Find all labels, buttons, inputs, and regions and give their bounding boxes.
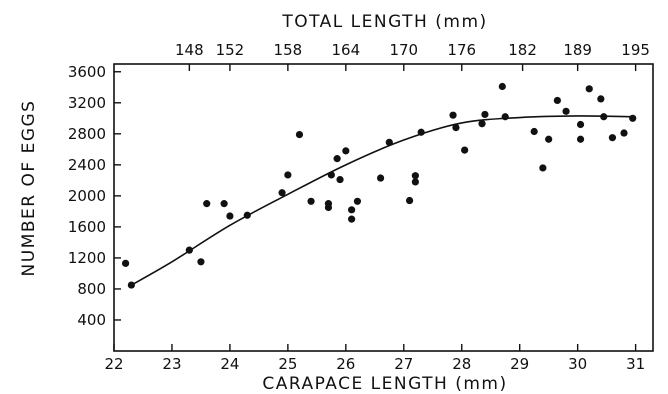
- data-point: [307, 197, 315, 205]
- y-tick-label: 2000: [68, 187, 106, 205]
- top-axis-labels: 148 152 158 164 170 176 182 189 195: [175, 41, 650, 59]
- top-tick-label: 195: [621, 41, 650, 59]
- top-tick-label: 148: [175, 41, 204, 59]
- data-point: [203, 200, 211, 208]
- data-point: [478, 120, 486, 128]
- data-point: [327, 171, 335, 179]
- data-point: [545, 135, 553, 143]
- data-point: [278, 189, 286, 197]
- data-point: [121, 259, 130, 267]
- data-point: [197, 258, 205, 266]
- data-point: [481, 110, 489, 119]
- data-point: [608, 134, 617, 142]
- data-point: [501, 113, 509, 121]
- left-axis-title: NUMBER OF EGGS: [19, 100, 39, 277]
- y-tick-label: 400: [77, 311, 106, 329]
- data-point: [553, 96, 561, 105]
- data-point: [353, 197, 362, 205]
- data-point: [324, 200, 333, 208]
- y-tick-label: 3200: [68, 94, 106, 112]
- data-point: [562, 107, 570, 115]
- top-tick-label: 164: [332, 41, 361, 59]
- data-point: [449, 111, 457, 119]
- data-point: [348, 215, 356, 223]
- data-point: [461, 146, 469, 154]
- y-tick-label: 1200: [68, 249, 106, 267]
- tick-marks: [113, 64, 637, 351]
- data-point: [411, 172, 419, 180]
- x-tick-label: 29: [510, 355, 529, 373]
- y-tick-label: 2800: [68, 125, 106, 143]
- data-point: [226, 212, 234, 220]
- data-point: [585, 85, 593, 93]
- data-point: [620, 129, 628, 137]
- top-axis-title: TOTAL LENGTH (mm): [281, 12, 487, 32]
- data-point: [417, 128, 425, 136]
- top-tick-label: 182: [508, 41, 537, 59]
- data-point: [333, 155, 341, 163]
- data-point: [284, 171, 292, 179]
- y-tick-label: 1600: [68, 218, 106, 236]
- data-point: [576, 135, 585, 143]
- bottom-axis-title: CARAPACE LENGTH (mm): [262, 374, 507, 394]
- data-point: [243, 211, 251, 219]
- data-point: [452, 124, 460, 132]
- data-point: [377, 174, 385, 182]
- x-tick-label: 26: [336, 355, 355, 373]
- data-point: [348, 206, 356, 214]
- data-point: [220, 200, 228, 208]
- top-tick-label: 176: [447, 41, 476, 59]
- x-tick-label: 31: [626, 355, 645, 373]
- x-tick-label: 23: [162, 355, 181, 373]
- data-point: [336, 175, 344, 184]
- data-point: [597, 95, 605, 103]
- x-tick-label: 22: [104, 355, 123, 373]
- left-axis-labels: 400 800 1200 1600 2000 2400 2800 3200 3600: [68, 63, 106, 329]
- x-tick-label: 25: [278, 355, 297, 373]
- data-point: [385, 138, 393, 146]
- y-tick-label: 2400: [68, 156, 106, 174]
- fitted-curve: [130, 115, 636, 286]
- data-point: [600, 113, 608, 121]
- data-point: [127, 281, 135, 289]
- bottom-axis-labels: 22 23 24 25 26 27 28 29 30 31: [104, 355, 645, 373]
- x-tick-label: 30: [568, 355, 587, 373]
- data-point: [405, 196, 414, 205]
- data-point: [185, 246, 193, 254]
- data-point: [295, 130, 304, 139]
- x-tick-label: 28: [452, 355, 471, 373]
- y-tick-label: 3600: [68, 63, 106, 81]
- top-tick-label: 152: [216, 41, 245, 59]
- top-tick-label: 158: [274, 41, 303, 59]
- data-point: [342, 147, 350, 155]
- y-tick-label: 800: [77, 280, 106, 298]
- top-tick-label: 170: [389, 41, 418, 59]
- x-tick-label: 24: [220, 355, 239, 373]
- data-point: [498, 82, 506, 91]
- x-tick-label: 27: [394, 355, 413, 373]
- data-point: [629, 114, 637, 122]
- top-tick-label: 189: [563, 41, 592, 59]
- data-point: [530, 127, 538, 136]
- plot-frame: [113, 63, 654, 352]
- data-point: [576, 120, 585, 129]
- data-point: [411, 178, 419, 186]
- data-point: [539, 164, 547, 172]
- series-layer: [121, 82, 637, 289]
